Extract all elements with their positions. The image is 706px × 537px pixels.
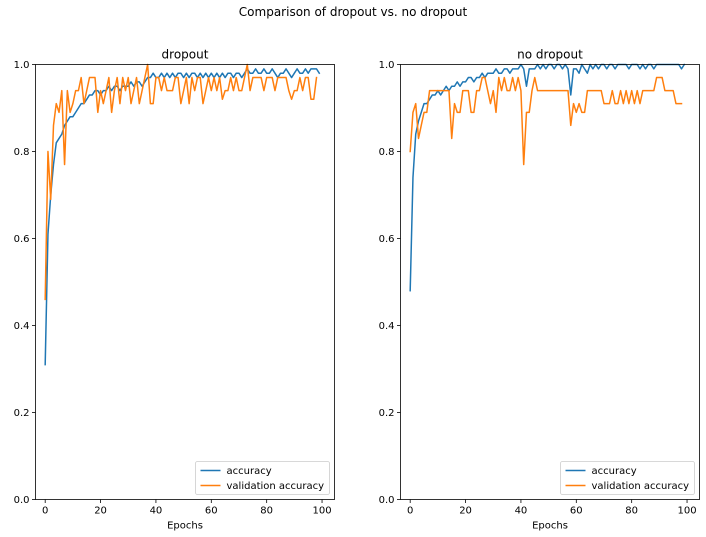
- legend: accuracy validation accuracy: [195, 461, 330, 495]
- figure-title: Comparison of dropout vs. no dropout: [238, 5, 468, 19]
- axes-frame: [35, 64, 335, 500]
- legend-box: [195, 461, 330, 495]
- panel-title: dropout: [162, 48, 209, 62]
- y-tick-label: 0.4: [14, 321, 30, 332]
- x-tick-label: 60: [205, 506, 218, 517]
- y-tick-label: 0.0: [14, 495, 30, 506]
- legend: accuracy validation accuracy: [560, 461, 695, 495]
- x-tick-label: 80: [260, 506, 273, 517]
- chart-panel-2: 0 20 40 60 80 100 0.0 0.2 0.4 0.6 0.8 1.0 no dropout…: [379, 48, 700, 532]
- x-tick-label: 0: [42, 506, 48, 517]
- y-tick-label: 0.6: [14, 234, 30, 245]
- y-tick-label: 0.0: [379, 495, 395, 506]
- x-tick-label: 80: [625, 506, 638, 517]
- legend-label-accuracy: accuracy: [592, 466, 637, 477]
- series-line-accuracy: [44, 68, 321, 366]
- series-line-validation-accuracy: [44, 63, 318, 301]
- series-line-validation-accuracy: [409, 76, 683, 166]
- y-tick-label: 0.2: [14, 408, 30, 419]
- legend-label-validation-accuracy: validation accuracy: [592, 481, 690, 492]
- y-tick-label: 1.0: [14, 60, 30, 71]
- y-tick-label: 0.2: [379, 408, 395, 419]
- y-tick-label: 0.8: [14, 147, 30, 158]
- x-tick-label: 100: [677, 506, 696, 517]
- x-tick-label: 20: [459, 506, 472, 517]
- x-tick-label: 20: [94, 506, 107, 517]
- x-tick-label: 0: [407, 506, 413, 517]
- y-tick-label: 0.8: [379, 147, 395, 158]
- panel-title: no dropout: [517, 48, 583, 62]
- legend-label-accuracy: accuracy: [227, 466, 272, 477]
- y-tick-label: 1.0: [379, 60, 395, 71]
- x-tick-label: 100: [312, 506, 331, 517]
- series-line-accuracy: [409, 63, 686, 292]
- legend-label-validation-accuracy: validation accuracy: [227, 481, 325, 492]
- x-tick-label: 40: [150, 506, 163, 517]
- axes-frame: [400, 64, 700, 500]
- x-axis-label: Epochs: [532, 521, 568, 532]
- x-tick-label: 60: [570, 506, 583, 517]
- x-tick-label: 40: [515, 506, 528, 517]
- x-axis-label: Epochs: [167, 521, 203, 532]
- legend-box: [560, 461, 695, 495]
- y-tick-label: 0.6: [379, 234, 395, 245]
- y-tick-label: 0.4: [379, 321, 395, 332]
- chart-panel-1: 0 20 40 60 80 100 0.0 0.2 0.4 0.6 0.8 1.0 dropout Epo…: [14, 48, 335, 532]
